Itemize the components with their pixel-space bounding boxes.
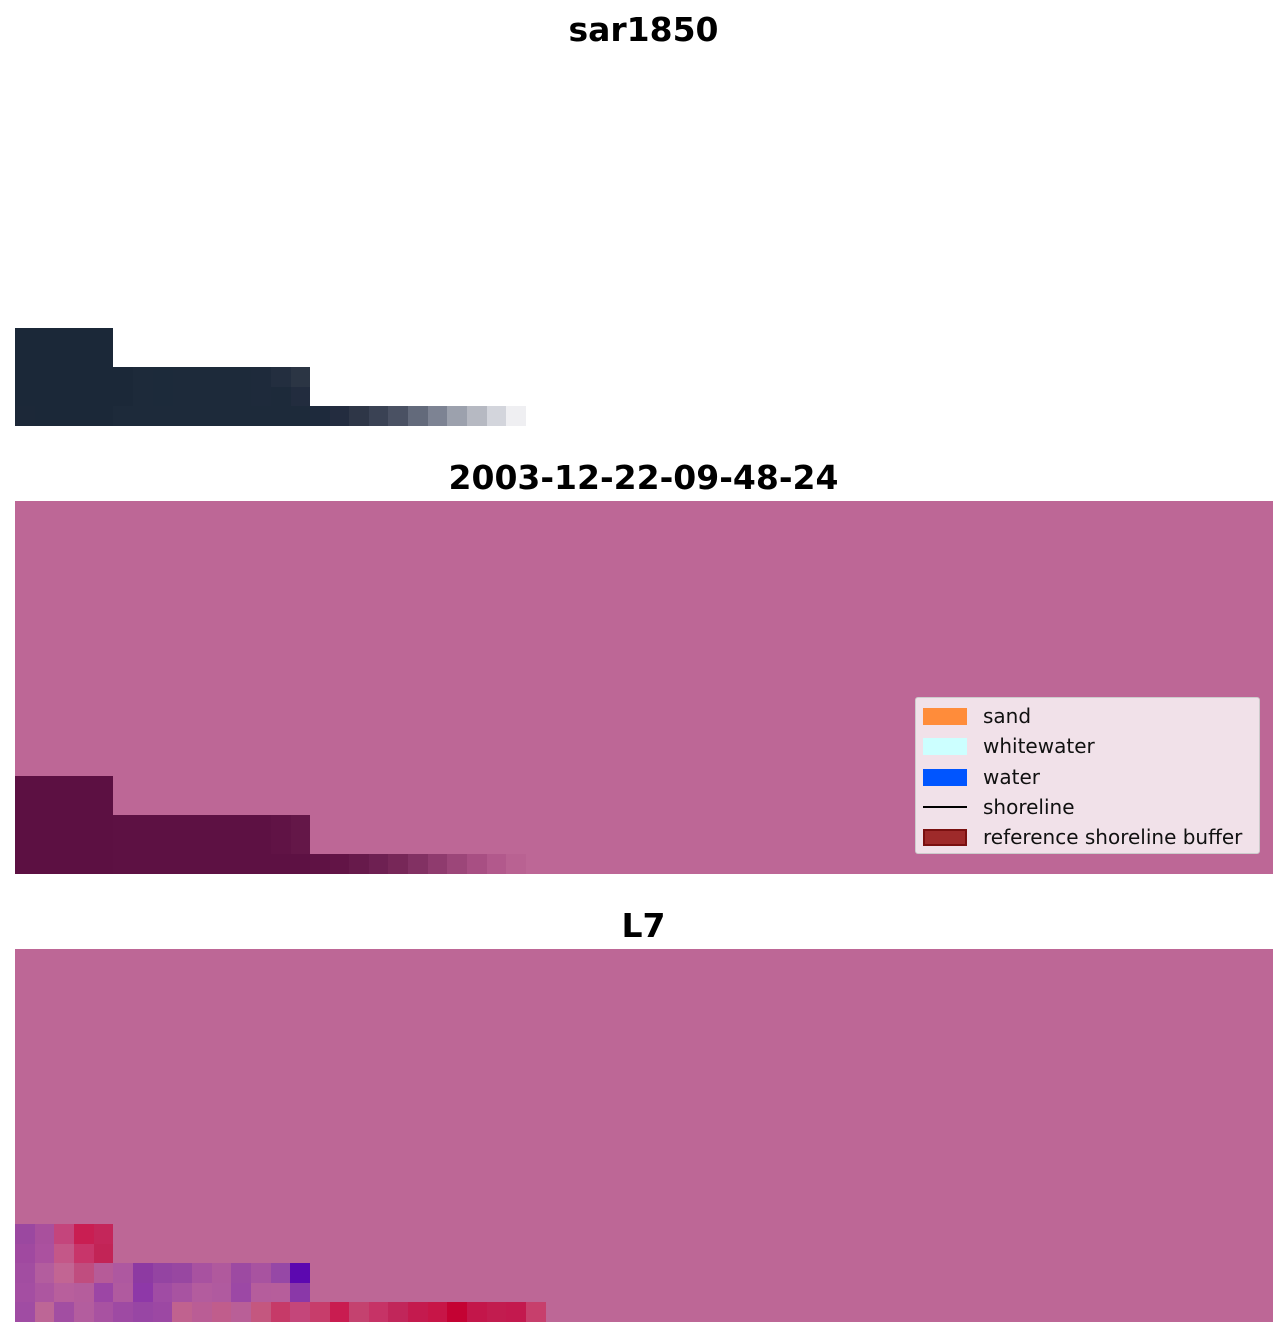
- legend-label: shoreline: [983, 795, 1075, 819]
- panel-title-sar1850: sar1850: [568, 10, 719, 49]
- legend-label: water: [983, 765, 1040, 789]
- sar-image: [15, 53, 1273, 426]
- water-swatch: [923, 768, 967, 786]
- l7-image: [15, 949, 1273, 1322]
- shoreline-line-swatch: [923, 806, 967, 808]
- legend-item-whitewater: whitewater: [923, 734, 1095, 758]
- legend: sand whitewater water shoreline referenc…: [915, 697, 1260, 854]
- panel-title-date: 2003-12-22-09-48-24: [448, 458, 839, 497]
- legend-label: sand: [983, 704, 1032, 728]
- sand-swatch: [923, 707, 967, 725]
- legend-item-water: water: [923, 765, 1040, 789]
- panel-title-l7: L7: [621, 906, 666, 945]
- legend-item-sand: sand: [923, 704, 1031, 728]
- legend-label: reference shoreline buffer: [983, 825, 1243, 849]
- legend-label: whitewater: [983, 734, 1095, 758]
- whitewater-swatch: [923, 737, 967, 755]
- reference-buffer-swatch: [923, 828, 967, 846]
- legend-item-reference-buffer: reference shoreline buffer: [923, 825, 1242, 849]
- legend-item-shoreline: shoreline: [923, 795, 1075, 819]
